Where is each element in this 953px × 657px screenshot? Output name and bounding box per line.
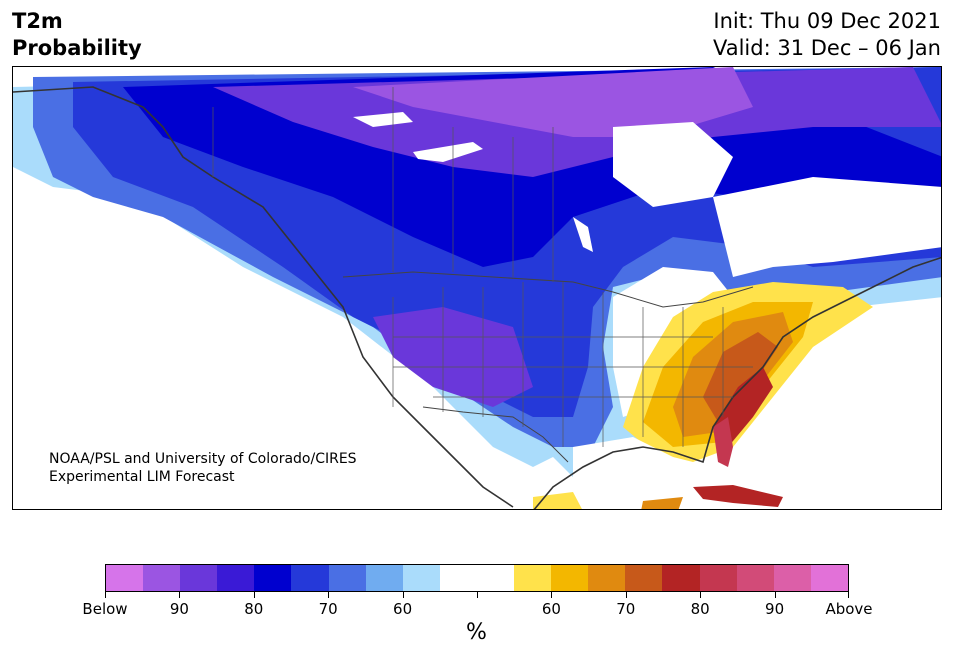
colorbar-tick-label: Below (82, 600, 128, 618)
western-us-pocket (373, 307, 533, 407)
valid-range: Valid: 31 Dec – 06 Jan (712, 36, 941, 60)
atlantic-ocean (773, 327, 941, 509)
florida-peninsula (713, 417, 733, 467)
colorbar-tick (402, 592, 404, 598)
cuba-warm (693, 485, 783, 507)
title-line-1: T2m (12, 9, 63, 33)
colorbar-segment (328, 565, 366, 591)
colorbar-tick (253, 592, 255, 598)
colorbar-tick (848, 592, 849, 598)
probability-map (12, 66, 942, 510)
colorbar-segment (588, 565, 626, 591)
colorbar-tick (551, 592, 553, 598)
cold-band-extreme (353, 67, 753, 137)
colorbar-segment (217, 565, 255, 591)
us-canada-border (342, 271, 754, 308)
colorbar-segment (439, 565, 477, 591)
colorbar-tick (179, 592, 181, 598)
colorbar (105, 564, 849, 592)
us-mexico-border (422, 406, 569, 463)
colorbar-tick-label: 60 (541, 600, 561, 618)
colorbar-segment (810, 565, 848, 591)
colorbar-tick-label: Above (825, 600, 873, 618)
attribution: NOAA/PSL and University of Colorado/CIRE… (49, 450, 357, 486)
map-title: T2m Probability (12, 8, 142, 62)
warm-band-90 (703, 332, 778, 422)
colorbar-segment (625, 565, 663, 591)
colorbar-tick-label: 70 (318, 600, 338, 618)
pacific-ocean (13, 217, 459, 509)
great-bear-lake (413, 142, 483, 162)
colorbar-tick (625, 592, 627, 598)
colorbar-tick-label: 90 (169, 600, 189, 618)
colorbar-tick (328, 592, 330, 598)
colorbar-segment (106, 565, 144, 591)
colorbar-ticks: Below 90 80 70 60 60 70 80 90 Above (82, 592, 873, 622)
colorbar-tick-label: 60 (393, 600, 413, 618)
colorbar-segment (699, 565, 737, 591)
colorbar-tick (700, 592, 702, 598)
colorbar-segment (402, 565, 440, 591)
colorbar-segment (143, 565, 181, 591)
state-lines (392, 282, 753, 447)
great-slave-lake (353, 112, 413, 127)
colorbar-segment (514, 565, 552, 591)
colorbar-segment (662, 565, 700, 591)
colorbar-segment (365, 565, 403, 591)
init-date: Init: Thu 09 Dec 2021 (713, 9, 941, 33)
province-lines (212, 87, 554, 282)
colorbar-tick (774, 592, 776, 598)
colorbar-segment (291, 565, 329, 591)
caribbean-warm (641, 497, 683, 509)
hudson-bay (613, 122, 733, 207)
northeast-neutral (713, 177, 941, 277)
colorbar-tick-label: 70 (616, 600, 636, 618)
map-svg (13, 67, 941, 509)
colorbar-segment (254, 565, 292, 591)
colorbar-segment (180, 565, 218, 591)
gulf-of-mexico (573, 437, 703, 497)
colorbar-tick-label: 80 (690, 600, 710, 618)
colorbar-segment (551, 565, 589, 591)
colorbar-segment (736, 565, 774, 591)
colorbar-tick (105, 592, 106, 598)
colorbar-segment (476, 565, 515, 591)
colorbar-tick-label: 80 (244, 600, 264, 618)
colorbar-tick (477, 592, 478, 598)
lake-winnipeg (573, 217, 593, 252)
colorbar-unit: % (466, 620, 487, 645)
colorbar-tick-label: 90 (765, 600, 785, 618)
forecast-dates: Init: Thu 09 Dec 2021 Valid: 31 Dec – 06… (713, 8, 941, 62)
title-line-2: Probability (12, 36, 142, 60)
credit-line-1: NOAA/PSL and University of Colorado/CIRE… (49, 451, 357, 467)
credit-line-2: Experimental LIM Forecast (49, 469, 235, 485)
colorbar-segment (773, 565, 811, 591)
